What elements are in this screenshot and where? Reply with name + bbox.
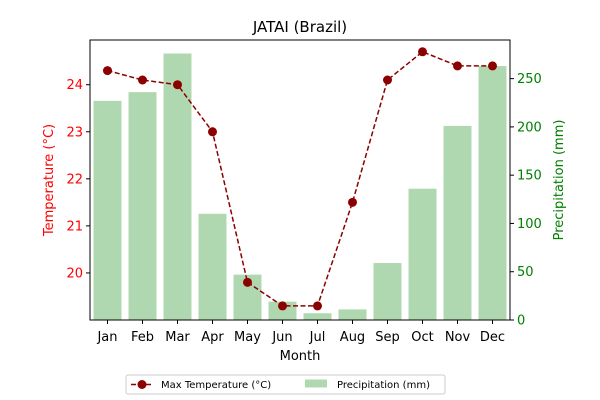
temperature-point-feb [138,75,147,85]
y-axis-right-label: Precipitation (mm) [552,120,567,241]
temperature-line-path [107,50,493,307]
precipitation-bar-aug [338,309,367,320]
y-left-tick-label-24: 24 [66,78,83,93]
x-tick-label-nov: Nov [445,330,471,345]
y-right-tick-label-100: 100 [517,217,542,232]
y-left-tick-label-21: 21 [66,219,83,234]
precipitation-bar-jan [93,100,122,321]
x-tick-label-feb: Feb [131,330,154,345]
x-tick-label-mar: Mar [165,330,190,345]
precipitation-bars [93,53,507,321]
legend-temperature-marker-icon [137,380,147,389]
precipitation-bar-nov [443,125,472,321]
x-tick-label-jun: Jun [271,330,292,345]
temperature-point-jul [313,301,322,311]
temperature-point-nov [453,61,462,71]
precipitation-bar-jul [303,313,332,320]
temperature-point-jan [103,66,112,76]
y-axis-right: 0 50 100 150 200 250 [510,72,542,329]
temperature-point-may [243,277,252,287]
temperature-point-jun [278,301,287,311]
precipitation-bar-sep [373,263,402,320]
y-right-tick-label-50: 50 [517,265,534,280]
legend-box [125,374,446,395]
x-tick-label-apr: Apr [201,330,224,345]
temperature-point-apr [208,127,217,137]
temperature-point-dec [488,61,497,71]
x-tick-label-dec: Dec [480,330,505,345]
y-axis-left: 20 21 22 23 24 [66,78,90,281]
y-right-tick-label-0: 0 [517,314,525,329]
y-axis-left-label: Temperature (°C) [42,124,57,237]
x-tick-label-oct: Oct [411,330,433,345]
temperature-line [103,47,497,311]
temperature-point-oct [418,47,427,57]
plot-area-frame [89,39,511,321]
temperature-point-mar [173,80,182,90]
x-tick-label-may: May [234,330,261,345]
chart-title: JATAI (Brazil) [252,18,347,36]
x-tick-label-jan: Jan [96,330,117,345]
legend-precipitation-swatch-icon [305,379,327,388]
precipitation-bar-apr [198,213,227,320]
x-axis-label: Month [280,349,321,364]
y-right-tick-label-150: 150 [517,169,542,184]
y-right-tick-label-250: 250 [517,72,542,87]
precipitation-bar-oct [408,188,437,320]
y-left-tick-label-22: 22 [66,172,83,187]
x-tick-label-jul: Jul [309,330,326,345]
legend: Max Temperature (°C) Precipitation (mm) [125,374,446,395]
x-axis: Jan Feb Mar Apr May Jun Jul Aug Sep Oct Nov Dec [96,320,505,345]
y-left-tick-label-23: 23 [66,125,83,140]
legend-label-temperature: Max Temperature (°C) [161,380,271,391]
temperature-point-aug [348,197,357,207]
x-tick-label-sep: Sep [375,330,400,345]
legend-label-precipitation: Precipitation (mm) [337,380,430,391]
x-tick-label-aug: Aug [340,330,365,345]
precipitation-bar-dec [478,66,507,320]
precipitation-bar-mar [163,53,192,320]
y-right-tick-label-200: 200 [517,120,542,135]
y-left-tick-label-20: 20 [66,266,83,281]
precipitation-bar-feb [128,92,157,320]
temperature-point-sep [383,75,392,85]
